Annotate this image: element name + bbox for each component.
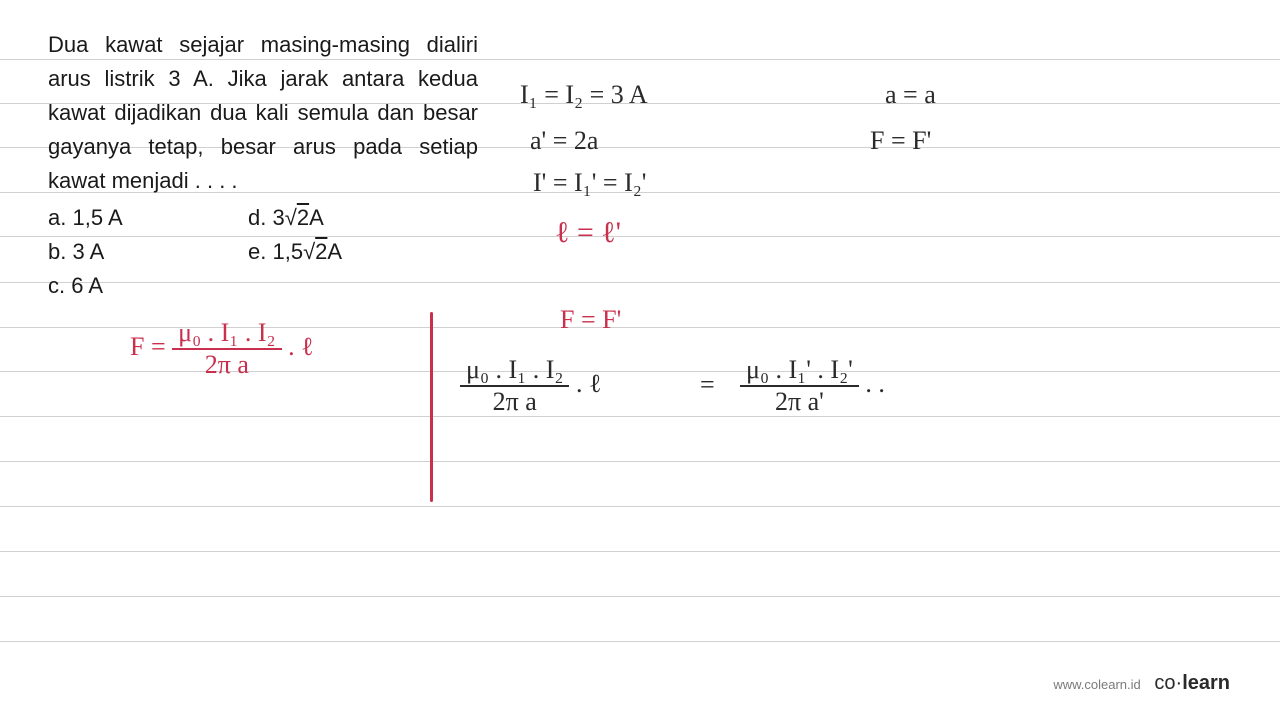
option-letter-e: e. [248, 239, 266, 264]
answer-options: a. 1,5 A d. 3√2A b. 3 A e. 1,5√2A c. 6 A [48, 205, 448, 307]
handwriting-eq-left: μ₀ . I₁ . I₂ 2π a . ℓ [460, 355, 601, 417]
option-letter-c: c. [48, 273, 65, 298]
option-letter-a: a. [48, 205, 66, 230]
handwriting-eq-right: μ₀ . I₁' . I₂' 2π a' . . [740, 355, 885, 417]
handwriting-aa: a = a [885, 80, 936, 110]
option-row-c: c. 6 A [48, 273, 448, 299]
watermark-brand: co·learn [1154, 672, 1230, 694]
handwriting-iprime: I' = I₁' = I₂' [533, 168, 646, 198]
handwriting-i1i2: I₁ = I₂ = 3 A [520, 80, 648, 110]
vertical-divider [430, 312, 433, 502]
watermark-url: www.colearn.id [1053, 677, 1140, 692]
handwriting-ff: F = F' [870, 126, 931, 156]
handwriting-eq-label: F = F' [560, 305, 621, 335]
handwriting-formula: F = μ₀ . I₁ . I₂ 2π a . ℓ [130, 318, 314, 380]
option-text-e: 1,5√2A [272, 239, 342, 264]
handwriting-equals: = [700, 370, 715, 400]
watermark: www.colearn.id co·learn [1053, 672, 1230, 695]
option-row-a-d: a. 1,5 A d. 3√2A [48, 205, 448, 231]
problem-statement: Dua kawat sejajar masing-masing dialiri … [48, 28, 478, 198]
option-letter-b: b. [48, 239, 66, 264]
option-text-c: 6 A [71, 273, 103, 298]
option-text-d: 3√2A [272, 205, 323, 230]
option-text-a: 1,5 A [72, 205, 122, 230]
handwriting-aprime: a' = 2a [530, 126, 598, 156]
handwriting-ll: ℓ = ℓ' [555, 216, 621, 250]
option-row-b-e: b. 3 A e. 1,5√2A [48, 239, 448, 265]
option-letter-d: d. [248, 205, 266, 230]
option-text-b: 3 A [72, 239, 104, 264]
